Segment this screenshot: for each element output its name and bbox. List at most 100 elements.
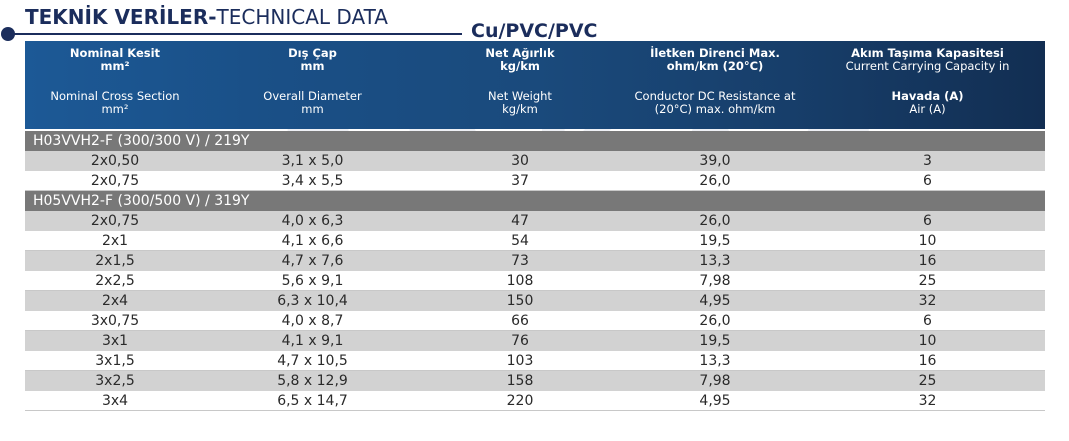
cell-resistance: 19,5 [699,333,731,349]
cell-capacity: 32 [918,293,937,309]
cell-weight: 158 [506,373,534,389]
cell-section: 3x1,5 [95,353,135,369]
header-en-unit: mm² [101,102,129,116]
cell-diameter: 5,6 x 9,1 [281,273,344,289]
header-en-title: Havada (A) [891,89,964,103]
header-nominal-section: Nominal Kesit mm² Nominal Cross Section … [25,41,205,129]
cell-diameter: 5,8 x 12,9 [277,373,348,389]
cell-diameter: 4,0 x 8,7 [281,313,344,329]
table-row: 2x0,75 4,0 x 6,3 47 26,0 6 [25,211,1045,231]
header-net-weight: Net Ağırlık kg/km Net Weight kg/km [420,41,620,129]
cell-capacity: 16 [918,253,937,269]
header-en-unit: kg/km [502,102,538,116]
cell-diameter: 3,4 x 5,5 [281,173,344,189]
material-label: Cu/PVC/PVC [471,20,598,42]
cell-diameter: 4,1 x 9,1 [281,333,344,349]
cell-capacity: 6 [923,313,932,329]
header-tr-title: Dış Çap [288,46,337,60]
table-row: 3x0,75 4,0 x 8,7 66 26,0 6 [25,311,1045,331]
page-title-turkish: TEKNİK VERİLER- [25,5,217,29]
cell-diameter: 4,7 x 7,6 [281,253,344,269]
cell-diameter: 4,7 x 10,5 [277,353,348,369]
cell-section: 2x0,75 [90,173,140,189]
cell-capacity: 6 [923,213,932,229]
header-tr-unit: ohm/km (20°C) [666,59,764,73]
cell-weight: 108 [506,273,534,289]
cell-section: 3x4 [101,393,129,409]
cell-diameter: 6,3 x 10,4 [277,293,348,309]
header-tr-title: Nominal Kesit [69,46,161,60]
cell-section: 2x0,50 [90,153,140,169]
cell-resistance: 13,3 [699,253,731,269]
page-title-english: TECHNICAL DATA [216,5,388,29]
cell-section: 2x2,5 [95,273,135,289]
header-tr-title: İletken Direnci Max. [650,46,780,60]
header-en-title: Net Weight [488,89,552,103]
cell-capacity: 25 [918,373,937,389]
cell-diameter: 4,1 x 6,6 [281,233,344,249]
cell-section: 2x1,5 [95,253,135,269]
section-header-h05vvh2f: H05VVH2-F (300/500 V) / 319Y [25,191,1045,211]
table-row: 2x2,5 5,6 x 9,1 108 7,98 25 [25,271,1045,291]
cell-capacity: 10 [918,233,937,249]
table-row: 3x4 6,5 x 14,7 220 4,95 32 [25,391,1045,411]
cell-section: 2x0,75 [90,213,140,229]
table-row: 2x1 4,1 x 6,6 54 19,5 10 [25,231,1045,251]
cell-diameter: 4,0 x 6,3 [281,213,344,229]
table-row: 2x1,5 4,7 x 7,6 73 13,3 16 [25,251,1045,271]
cell-capacity: 6 [923,173,932,189]
cell-resistance: 19,5 [699,233,731,249]
table-row: 3x1 4,1 x 9,1 76 19,5 10 [25,331,1045,351]
header-en-title: Nominal Cross Section [50,89,180,103]
cell-weight: 54 [511,233,529,249]
header-en-unit: Air (A) [909,102,946,116]
cell-resistance: 7,98 [699,273,731,289]
cell-resistance: 13,3 [699,353,731,369]
cell-weight: 103 [506,353,534,369]
cell-weight: 150 [506,293,534,309]
cell-resistance: 39,0 [699,153,731,169]
cell-capacity: 16 [918,353,937,369]
header-tr-subtitle: Current Carrying Capacity in [845,59,1010,73]
section-name: H03VVH2-F (300/300 V) / 219Y [33,133,250,149]
table-row: 2x0,75 3,4 x 5,5 37 26,0 6 [25,171,1045,191]
page-heading: TEKNİK VERİLER-TECHNICAL DATA Cu/PVC/PVC [0,0,1069,42]
cell-capacity: 25 [918,273,937,289]
cell-capacity: 32 [918,393,937,409]
header-en-title: Conductor DC Resistance at [634,89,796,103]
cell-capacity: 3 [923,153,932,169]
cell-section: 3x0,75 [90,313,140,329]
table-row: 2x4 6,3 x 10,4 150 4,95 32 [25,291,1045,311]
header-tr-title: Akım Taşıma Kapasitesi [851,46,1004,60]
cell-resistance: 26,0 [699,173,731,189]
table-row: 3x1,5 4,7 x 10,5 103 13,3 16 [25,351,1045,371]
title-underline [6,33,462,35]
cell-weight: 47 [511,213,529,229]
cell-resistance: 4,95 [699,293,731,309]
section-header-h03vvh2f: H03VVH2-F (300/300 V) / 219Y [25,131,1045,151]
cell-weight: 73 [511,253,529,269]
header-current-capacity: Akım Taşıma Kapasitesi Current Carrying … [810,41,1045,129]
cell-capacity: 10 [918,333,937,349]
header-conductor-resistance: İletken Direnci Max. ohm/km (20°C) Condu… [620,41,810,129]
cell-resistance: 26,0 [699,213,731,229]
page-title: TEKNİK VERİLER-TECHNICAL DATA [25,6,388,28]
cell-weight: 30 [511,153,529,169]
cell-section: 2x1 [101,233,129,249]
cell-resistance: 26,0 [699,313,731,329]
header-tr-unit: mm² [100,59,130,73]
cell-weight: 37 [511,173,529,189]
header-en-unit: (20°C) max. ohm/km [654,102,776,116]
cell-section: 3x1 [101,333,129,349]
header-tr-unit: mm [300,59,325,73]
cell-weight: 66 [511,313,529,329]
cell-section: 2x4 [101,293,129,309]
cell-weight: 76 [511,333,529,349]
header-en-unit: mm [301,102,324,116]
header-overall-diameter: Dış Çap mm Overall Diameter mm [205,41,420,129]
cell-weight: 220 [506,393,534,409]
section-name: H05VVH2-F (300/500 V) / 319Y [33,193,250,209]
cell-diameter: 3,1 x 5,0 [281,153,344,169]
header-tr-unit: kg/km [500,59,540,73]
cell-diameter: 6,5 x 14,7 [277,393,348,409]
